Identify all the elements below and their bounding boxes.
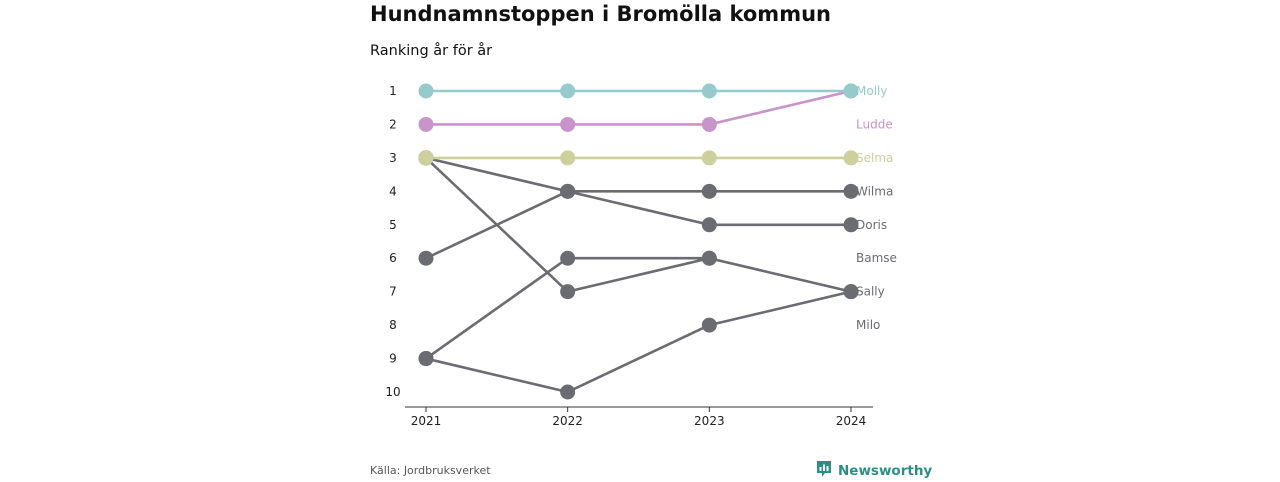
data-point-molly[interactable] [701,83,717,99]
source-note: Källa: Jordbruksverket [370,464,491,477]
data-point-wilma[interactable] [843,183,859,199]
end-label-sally: Sally [856,285,885,299]
data-point-bamse[interactable] [560,250,576,266]
data-point-milo[interactable] [843,284,859,300]
end-label-wilma: Wilma [856,184,893,198]
x-tick-label: 2023 [694,414,725,428]
data-point-sally[interactable] [701,250,717,266]
chart-title: Hundnamnstoppen i Bromölla kommun [370,2,831,26]
y-tick-label: 3 [389,151,397,165]
x-tick-label: 2022 [552,414,583,428]
x-tick-label: 2021 [411,414,442,428]
data-point-ludde[interactable] [701,116,717,132]
x-tick-label: 2024 [836,414,867,428]
end-label-milo: Milo [856,318,880,332]
y-tick-label: 8 [389,318,397,332]
data-point-selma[interactable] [560,150,576,166]
data-point-ludde[interactable] [418,116,434,132]
series-line-milo [425,290,852,394]
series-lines [425,89,852,394]
data-point-milo[interactable] [701,317,717,333]
brand-name: Newsworthy [838,463,933,479]
y-axis-ticks: 1 2 3 4 5 6 7 8 9 10 [385,84,400,399]
brand-logo[interactable]: Newsworthy [816,460,932,482]
series-line-ludde [426,89,852,126]
y-tick-label: 2 [389,117,397,131]
data-point-sally[interactable] [560,284,576,300]
data-point-selma[interactable] [843,150,859,166]
end-label-bamse: Bamse [856,251,897,265]
y-tick-label: 5 [389,218,397,232]
end-label-ludde: Ludde [856,117,893,131]
data-point-milo[interactable] [418,351,434,367]
y-tick-label: 7 [389,285,397,299]
end-label-selma: Selma [856,151,893,165]
series-line-doris [425,156,851,227]
data-point-milo[interactable] [560,384,576,400]
end-labels: Molly Ludde Selma Wilma Doris Bamse Sally Milo [856,84,897,332]
data-point-ludde[interactable] [560,116,576,132]
data-point-molly[interactable] [418,83,434,99]
data-point-doris[interactable] [701,217,717,233]
data-point-selma[interactable] [418,150,434,166]
data-point-doris[interactable] [843,217,859,233]
data-point-molly[interactable] [843,83,859,99]
series-points [418,83,859,400]
y-tick-label: 1 [389,84,397,98]
chart-subtitle: Ranking år för år [370,43,493,59]
bar-chart-speech-icon [816,460,832,482]
data-point-wilma[interactable] [701,183,717,199]
end-label-molly: Molly [856,84,887,98]
data-point-wilma[interactable] [418,250,434,266]
y-tick-label: 9 [389,352,397,366]
x-axis-ticks: 2021 2022 2023 2024 [411,407,867,428]
y-tick-label: 10 [385,385,400,399]
series-line-sally [425,156,852,293]
y-tick-label: 6 [389,251,397,265]
data-point-molly[interactable] [560,83,576,99]
y-tick-label: 4 [389,184,397,198]
end-label-doris: Doris [856,218,887,232]
series-line-bamse [425,256,710,360]
data-point-selma[interactable] [701,150,717,166]
data-point-doris[interactable] [560,183,576,199]
